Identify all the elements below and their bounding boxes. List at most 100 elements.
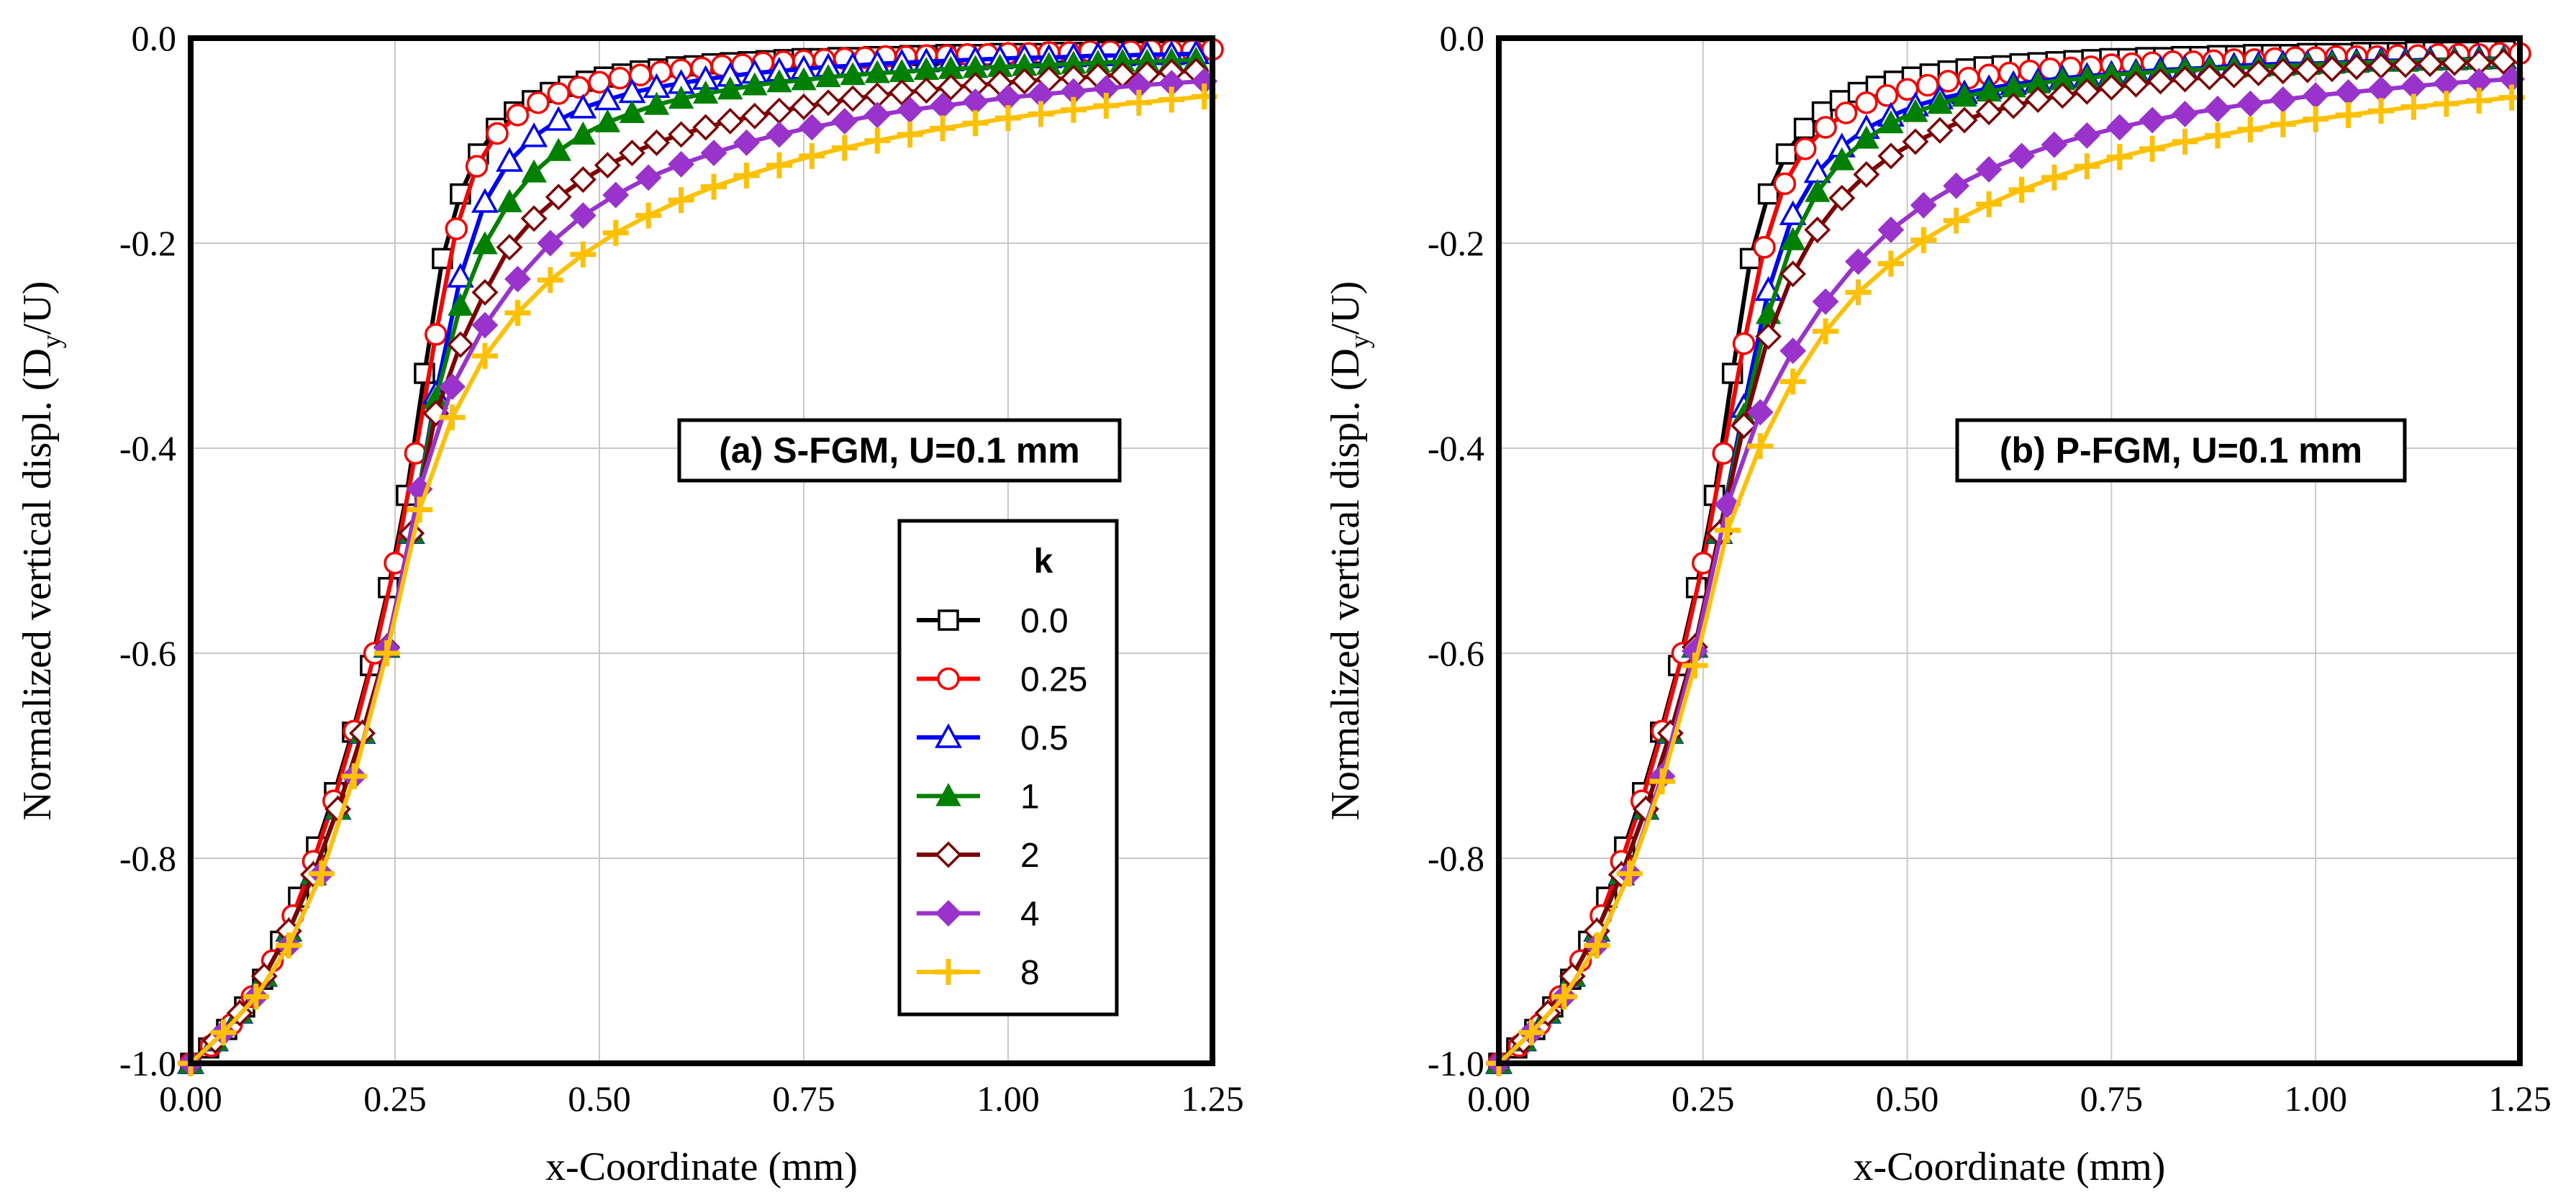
data-point <box>1926 117 1954 144</box>
data-point <box>545 106 573 131</box>
data-point <box>471 188 499 213</box>
data-point <box>2303 106 2329 132</box>
data-point <box>1943 207 1969 234</box>
data-point <box>2097 73 2125 101</box>
data-point <box>2237 116 2264 142</box>
data-point <box>608 66 632 90</box>
data-point <box>1829 147 1855 171</box>
data-point <box>520 122 548 147</box>
data-point <box>1779 227 1806 250</box>
data-point <box>742 72 768 96</box>
data-point <box>1746 399 1774 426</box>
data-point <box>668 86 694 109</box>
data-point <box>2269 111 2296 137</box>
x-tick-label: 0.75 <box>2080 1078 2144 1119</box>
legend-entry-label: 0.0 <box>1020 602 1069 640</box>
legend-swatch-marker <box>935 723 962 748</box>
data-point <box>486 122 509 145</box>
data-point <box>799 142 825 169</box>
data-point <box>1853 161 1880 188</box>
data-point <box>2139 106 2166 134</box>
data-point <box>701 173 727 200</box>
data-point <box>210 1019 237 1046</box>
data-point <box>938 73 964 101</box>
data-point <box>2049 82 2076 109</box>
data-point <box>445 217 468 240</box>
data-point <box>2368 98 2395 124</box>
data-point <box>2294 56 2321 83</box>
data-point <box>2400 94 2427 120</box>
data-point <box>472 231 498 255</box>
data-point <box>692 114 720 141</box>
data-point <box>1712 442 1735 465</box>
data-point <box>2236 90 2264 117</box>
data-point <box>2221 61 2248 88</box>
data-point <box>2335 79 2362 106</box>
series-line <box>1497 59 2504 1065</box>
data-point <box>1910 191 1937 219</box>
data-point <box>2392 51 2419 78</box>
series-k-0_25 <box>1487 42 2531 1075</box>
data-point <box>831 135 858 161</box>
legend-swatch-marker <box>935 783 961 806</box>
data-point <box>602 181 630 209</box>
data-point <box>2073 122 2100 149</box>
data-point <box>1584 932 1610 959</box>
data-point <box>570 121 596 145</box>
y-axis-label-tail: /U) <box>1323 281 1368 335</box>
data-point <box>717 107 744 135</box>
legend-entry: 8 <box>917 954 1040 992</box>
data-point <box>407 496 433 523</box>
data-point <box>341 763 368 789</box>
x-tick-label: 1.25 <box>1181 1078 1244 1119</box>
data-point <box>1731 412 1758 440</box>
plot-frame <box>188 35 1215 1066</box>
data-point <box>2041 131 2068 158</box>
legend-swatch-marker <box>935 841 962 868</box>
data-point <box>496 234 523 261</box>
data-point <box>1158 86 1185 113</box>
data-point <box>471 312 499 339</box>
legend-entry: 4 <box>917 896 1040 934</box>
chart-panel-a: 0.00 0.25 0.50 0.75 1.00 1.25 0.0 -0.2 -0.4 -0.6 -… <box>15 18 1244 1189</box>
series-line <box>1497 77 2512 1065</box>
y-tick-label: -0.4 <box>1428 428 1484 468</box>
legend-entry: 2 <box>917 837 1040 875</box>
data-point <box>643 129 670 156</box>
x-tick-label: 1.25 <box>2488 1078 2552 1119</box>
data-point <box>1951 83 1977 107</box>
data-point <box>1060 96 1087 123</box>
data-point <box>520 205 548 232</box>
data-point <box>1813 318 1839 345</box>
data-point <box>2106 144 2133 171</box>
legend-entry-label: 2 <box>1020 837 1040 875</box>
data-point <box>1793 137 1817 160</box>
data-point <box>1943 172 1970 199</box>
data-point <box>1845 248 1872 276</box>
data-point <box>1093 93 1120 119</box>
data-point <box>446 263 474 288</box>
data-point <box>2172 101 2198 127</box>
data-point <box>635 164 662 191</box>
data-point <box>1747 433 1774 460</box>
data-point <box>1804 217 1831 243</box>
data-point <box>1649 768 1676 795</box>
series-k-2 <box>1485 48 2517 1077</box>
data-point <box>448 292 473 316</box>
y-tick-label: 0.0 <box>1440 18 1485 58</box>
data-point <box>791 67 817 91</box>
y-axis-label-tail: /U) <box>15 281 60 335</box>
data-point <box>717 76 743 100</box>
data-point <box>766 121 793 148</box>
data-point <box>276 932 302 959</box>
data-point <box>1616 860 1643 887</box>
data-point <box>2106 114 2133 141</box>
data-point <box>700 140 727 167</box>
data-point <box>2122 71 2149 98</box>
data-point <box>815 64 841 88</box>
data-point <box>1775 143 1797 165</box>
data-point <box>2204 95 2231 122</box>
legend-entry: 0.0 <box>917 602 1069 640</box>
data-point <box>618 140 645 167</box>
data-point <box>2269 86 2297 113</box>
